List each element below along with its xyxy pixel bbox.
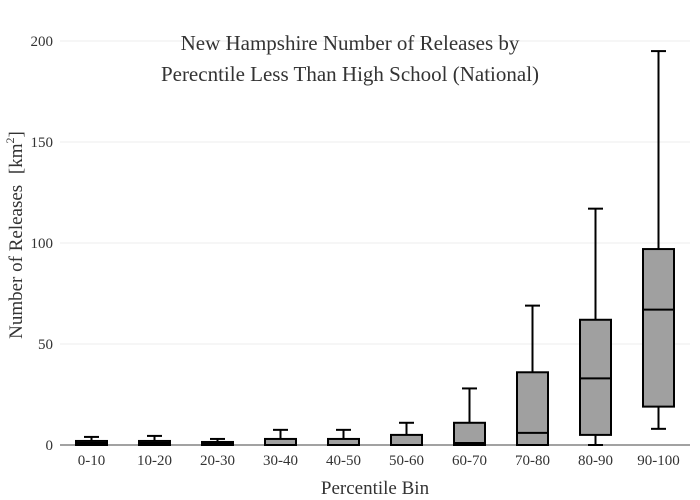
x-tick-label: 90-100 [637, 453, 680, 469]
box-40-50 [327, 428, 360, 447]
y-axis-title-unit: [km [6, 143, 27, 174]
y-tick-label: 150 [31, 135, 54, 151]
box-10-20 [138, 434, 171, 446]
y-axis-title-sup: 2 [3, 137, 17, 143]
y-axis-title-main: Number of Releases [6, 185, 27, 339]
box-30-40 [264, 428, 297, 447]
box-50-60 [390, 421, 423, 446]
x-tick-label: 40-50 [326, 453, 361, 469]
y-axis-title: Number of Releases [km2] [3, 131, 27, 339]
chart-title-line-2: Perecntile Less Than High School (Nation… [161, 62, 539, 86]
x-tick-label: 20-30 [200, 453, 235, 469]
y-tick-label: 200 [31, 34, 54, 50]
box-0-10 [75, 435, 108, 446]
box-body [579, 318, 612, 436]
y-tick-label: 0 [46, 438, 54, 454]
box-90-100 [642, 50, 675, 430]
box-body [642, 248, 675, 408]
box-60-70 [453, 387, 486, 446]
x-axis-title: Percentile Bin [321, 478, 430, 499]
x-tick-label: 30-40 [263, 453, 298, 469]
x-tick-label: 60-70 [452, 453, 487, 469]
box-20-30 [201, 437, 234, 447]
x-tick-label: 50-60 [389, 453, 424, 469]
box-body [453, 421, 486, 446]
chart-title-line-1: New Hampshire Number of Releases by [181, 31, 520, 55]
boxes-layer [75, 50, 675, 447]
box-70-80 [516, 304, 549, 446]
x-tick-label: 70-80 [515, 453, 550, 469]
y-tick-label: 100 [31, 236, 54, 252]
x-tick-labels: 0-10 10-20 20-30 30-40 40-50 50-60 60-70 70-80 8… [78, 453, 680, 469]
box-80-90 [579, 207, 612, 446]
y-tick-label: 50 [38, 337, 53, 353]
y-tick-labels: 0 50 100 150 200 [31, 34, 54, 454]
x-tick-label: 80-90 [578, 453, 613, 469]
box-body [390, 433, 423, 446]
y-axis-title-close: ] [6, 131, 27, 137]
box-body [516, 371, 549, 446]
x-tick-label: 0-10 [78, 453, 106, 469]
x-tick-label: 10-20 [137, 453, 172, 469]
